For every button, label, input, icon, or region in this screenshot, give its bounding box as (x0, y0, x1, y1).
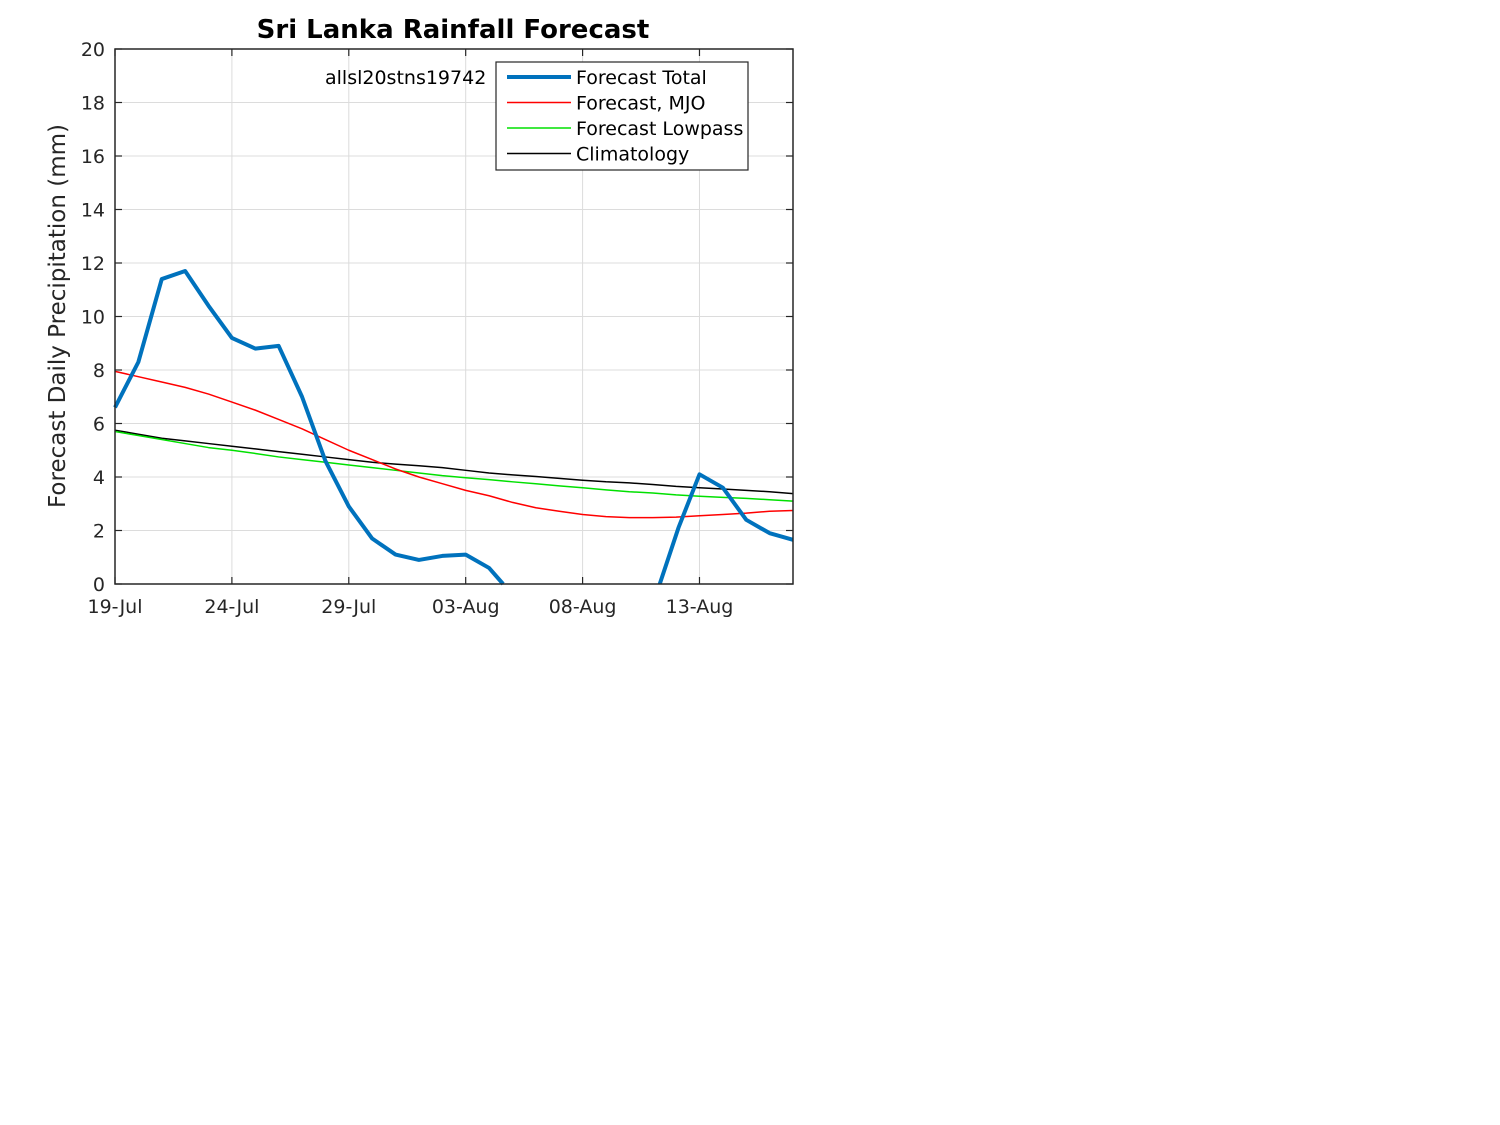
y-tick-label: 4 (93, 467, 105, 489)
y-tick-label: 12 (81, 253, 105, 275)
y-tick-label: 8 (93, 360, 105, 382)
legend: Forecast Total Forecast, MJO Forecast Lowp… (495, 61, 749, 171)
y-tick-label: 6 (93, 414, 105, 436)
grid-lines (115, 49, 793, 584)
y-tick-label: 10 (81, 307, 105, 329)
series-line-forecast-mjo (114, 370, 794, 519)
legend-label: Forecast, MJO (576, 93, 705, 115)
x-tick-label: 08-Aug (549, 596, 617, 618)
x-tick-label: 29-Jul (321, 596, 376, 618)
x-tick-label: 03-Aug (432, 596, 500, 618)
y-tick-label: 14 (81, 200, 105, 222)
x-tick-label: 24-Jul (204, 596, 259, 618)
series-line-forecast-total-segment-2 (657, 472, 794, 585)
y-tick-label: 2 (93, 521, 105, 543)
series-line-forecast-lowpass (114, 430, 794, 502)
legend-label: Forecast Total (576, 67, 707, 89)
run-annotation: allsl20stns19742 (325, 67, 486, 89)
series-line-climatology (114, 429, 794, 495)
y-tick-label: 18 (81, 93, 105, 115)
legend-label: Climatology (576, 144, 689, 166)
y-tick-label: 20 (81, 39, 105, 61)
legend-box (495, 61, 749, 171)
y-tick-label: 0 (93, 574, 105, 596)
axis-ticks: 0 2 4 6 8 10 12 14 16 18 20 19-Jul 24-Jul 29-Jul 03-Au… (81, 39, 793, 618)
chart-title: Sri Lanka Rainfall Forecast (257, 15, 650, 45)
y-axis-label: Forecast Daily Precipitation (mm) (45, 124, 71, 508)
x-tick-label: 13-Aug (666, 596, 734, 618)
series-line-forecast-total (113, 269, 505, 586)
x-tick-label: 19-Jul (87, 596, 142, 618)
legend-label: Forecast Lowpass (576, 118, 743, 140)
y-tick-label: 16 (81, 146, 105, 168)
series-lines (113, 269, 794, 586)
